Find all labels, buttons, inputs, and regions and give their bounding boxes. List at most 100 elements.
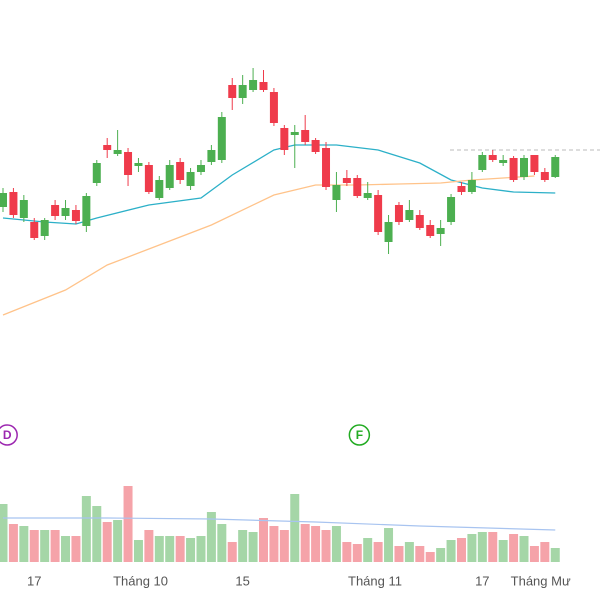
candle-body xyxy=(301,130,310,142)
candle-body xyxy=(384,222,393,242)
volume-bar xyxy=(352,544,362,562)
candle-body xyxy=(9,192,18,215)
candle-body xyxy=(40,220,49,236)
candle-body xyxy=(540,172,549,180)
x-tick-label: 17 xyxy=(475,573,489,588)
volume-bar xyxy=(175,536,185,562)
candle-body xyxy=(124,152,133,175)
candle-body xyxy=(447,197,456,222)
candle-body xyxy=(155,180,164,198)
candle-body xyxy=(520,158,528,177)
x-tick-label: Tháng 11 xyxy=(348,573,402,588)
volume-bar xyxy=(290,494,300,562)
volume-bar xyxy=(509,534,519,562)
volume-bar xyxy=(279,530,289,562)
volume-bar xyxy=(40,530,50,562)
volume-bar xyxy=(373,542,383,562)
event-marker xyxy=(0,424,18,446)
candle-body xyxy=(82,196,91,226)
volume-bar xyxy=(186,538,196,562)
volume-bar xyxy=(206,512,216,562)
candle-body xyxy=(405,210,414,220)
volume-bar xyxy=(456,538,466,562)
volume-bar xyxy=(133,540,143,562)
candle-body xyxy=(238,85,247,98)
candle-body xyxy=(415,215,424,228)
candle-body xyxy=(488,155,497,160)
volume-bar xyxy=(61,536,71,562)
candle-body xyxy=(280,128,289,150)
candle-body xyxy=(176,162,185,180)
volume-bar xyxy=(29,530,39,562)
candle-body xyxy=(311,140,320,152)
volume-bar xyxy=(269,526,279,562)
candle-body xyxy=(436,228,445,234)
candle-body xyxy=(0,193,7,207)
candle-body xyxy=(509,158,518,180)
candle-body xyxy=(92,163,101,183)
volume-bar xyxy=(92,506,102,562)
volume-bar xyxy=(404,542,414,562)
volume-bar xyxy=(227,542,237,562)
candle-body xyxy=(228,85,237,98)
candle-body xyxy=(332,185,341,200)
volume-bar xyxy=(165,536,175,562)
candle-body xyxy=(374,195,383,232)
volume-bar xyxy=(81,496,91,562)
x-tick-label: 17 xyxy=(27,573,41,588)
volume-bar xyxy=(321,530,331,562)
volume-bar xyxy=(477,532,487,562)
volume-bar xyxy=(446,540,456,562)
volume-bar xyxy=(300,524,310,562)
volume-bar xyxy=(498,540,508,562)
volume-bar xyxy=(217,524,227,562)
volume-bar xyxy=(488,532,498,562)
candle-body xyxy=(499,160,508,163)
volume-bar xyxy=(154,536,164,562)
candle-body xyxy=(426,225,435,236)
volume-bar xyxy=(259,518,268,562)
volume-bar xyxy=(394,546,404,562)
event-label: D xyxy=(3,428,12,442)
x-tick-label: Tháng Mư xyxy=(511,573,571,588)
candle-body xyxy=(394,205,403,222)
candle-body xyxy=(51,205,60,216)
candle-body xyxy=(259,82,268,90)
volume-bar xyxy=(342,542,352,562)
candle-body xyxy=(165,165,174,188)
candle-body xyxy=(530,155,539,172)
volume-ma-line xyxy=(3,517,556,531)
candle-body xyxy=(103,145,112,150)
volume-bar xyxy=(467,534,477,562)
volume-bar xyxy=(0,504,8,562)
candle-body xyxy=(71,210,80,221)
candle-body xyxy=(467,180,476,192)
volume-bar xyxy=(384,528,394,562)
x-tick-label: Tháng 10 xyxy=(113,573,168,588)
event-label: F xyxy=(356,428,363,442)
volume-bar xyxy=(519,536,529,562)
volume-bar xyxy=(540,542,550,562)
candle-body xyxy=(134,163,143,166)
volume-bar xyxy=(425,552,435,562)
volume-bar xyxy=(71,536,81,562)
volume-bar xyxy=(113,520,123,562)
candle-body xyxy=(457,186,466,192)
volume-bar xyxy=(331,526,341,562)
candle-body xyxy=(269,92,278,123)
candle-body xyxy=(353,178,362,196)
volume-bar xyxy=(238,530,248,562)
volume-bar xyxy=(529,546,539,562)
volume-bar xyxy=(8,524,18,562)
candle-body xyxy=(196,165,205,172)
volume-bar xyxy=(436,548,446,562)
event-marker xyxy=(348,424,371,446)
candle-body xyxy=(144,165,153,192)
candle-body xyxy=(290,132,299,135)
candle-body xyxy=(551,157,560,177)
volume-bar xyxy=(248,532,258,562)
candle-body xyxy=(186,172,195,186)
candle-body xyxy=(113,150,122,154)
